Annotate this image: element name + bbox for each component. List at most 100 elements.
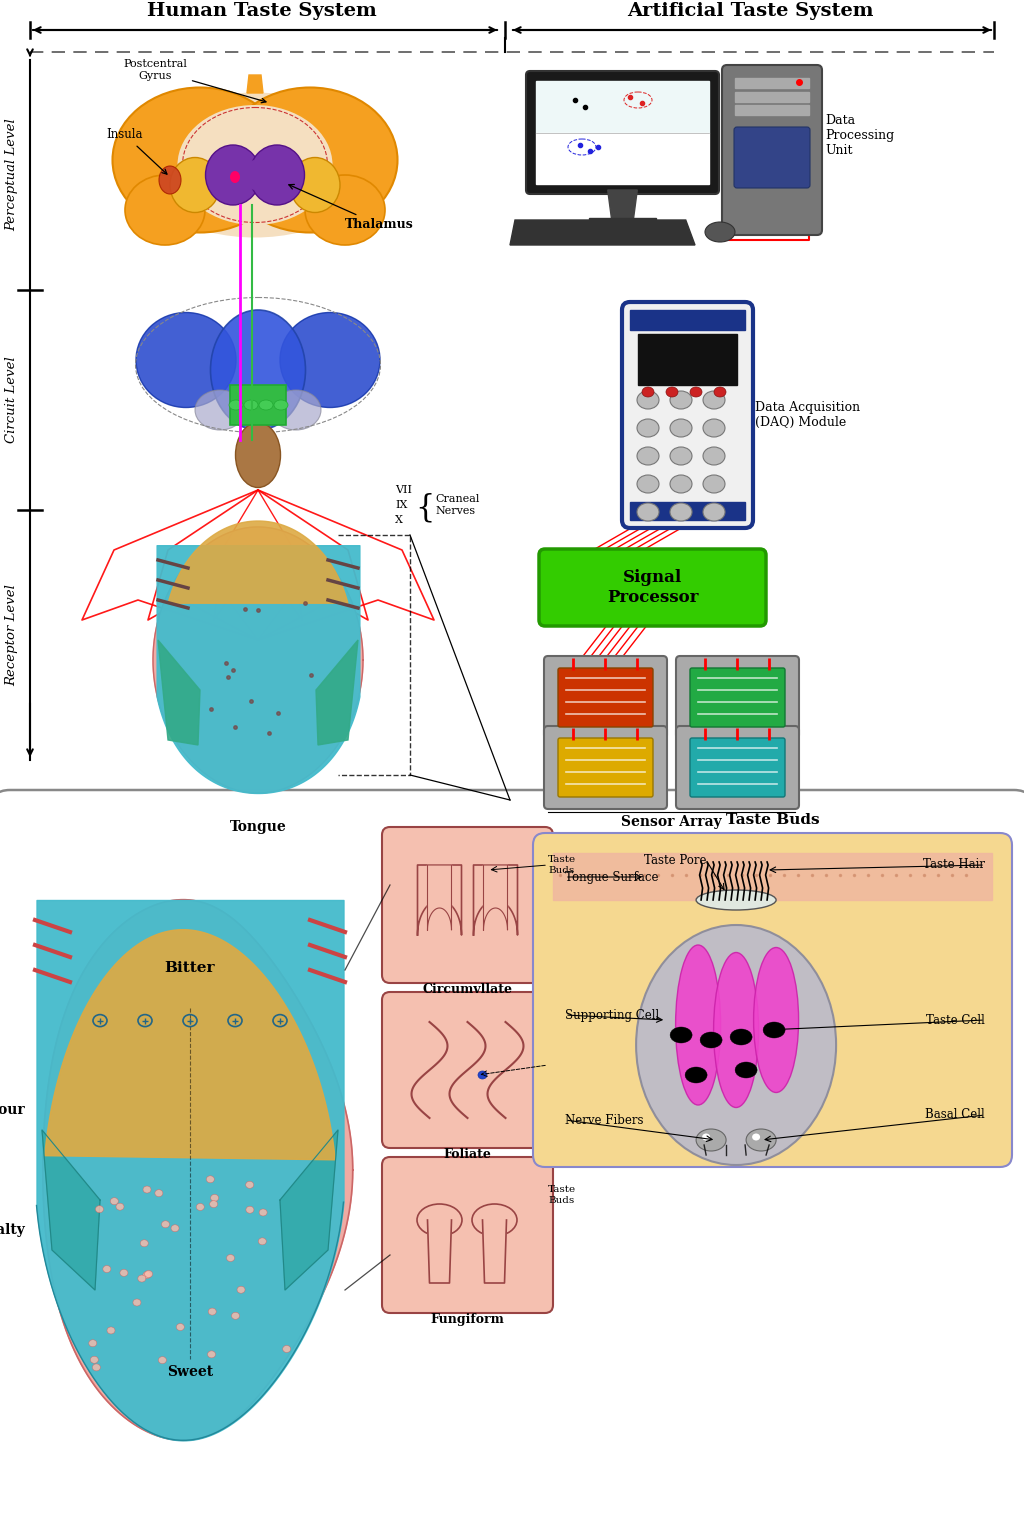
Ellipse shape xyxy=(140,1239,148,1247)
FancyBboxPatch shape xyxy=(558,738,653,797)
Ellipse shape xyxy=(231,1312,240,1320)
Ellipse shape xyxy=(259,400,273,411)
FancyBboxPatch shape xyxy=(676,656,799,739)
Ellipse shape xyxy=(685,1067,708,1083)
FancyBboxPatch shape xyxy=(382,992,553,1148)
Ellipse shape xyxy=(120,1270,128,1276)
Ellipse shape xyxy=(670,391,692,409)
Ellipse shape xyxy=(245,161,265,189)
Ellipse shape xyxy=(417,1204,462,1236)
Text: Foliate: Foliate xyxy=(443,1148,492,1160)
Ellipse shape xyxy=(92,1364,100,1371)
Polygon shape xyxy=(43,900,352,1441)
Ellipse shape xyxy=(237,1286,245,1294)
Ellipse shape xyxy=(159,167,181,194)
Text: Basal Cell: Basal Cell xyxy=(926,1109,985,1121)
Polygon shape xyxy=(316,639,358,745)
Polygon shape xyxy=(510,220,695,245)
Ellipse shape xyxy=(159,1356,166,1364)
FancyBboxPatch shape xyxy=(544,726,667,809)
Ellipse shape xyxy=(155,1189,163,1197)
Ellipse shape xyxy=(208,1307,216,1315)
FancyBboxPatch shape xyxy=(526,71,719,194)
Ellipse shape xyxy=(730,1029,752,1045)
Ellipse shape xyxy=(111,1198,119,1204)
Text: Taste
Buds: Taste Buds xyxy=(548,1185,577,1204)
Polygon shape xyxy=(735,105,809,115)
Polygon shape xyxy=(427,1220,452,1283)
Ellipse shape xyxy=(696,889,776,911)
FancyBboxPatch shape xyxy=(382,1157,553,1314)
Polygon shape xyxy=(247,76,263,92)
Ellipse shape xyxy=(90,1356,98,1364)
Ellipse shape xyxy=(637,447,659,465)
Ellipse shape xyxy=(670,420,692,436)
Text: Artificial Taste System: Artificial Taste System xyxy=(627,2,873,20)
Ellipse shape xyxy=(211,1194,218,1201)
Polygon shape xyxy=(482,1220,507,1283)
Ellipse shape xyxy=(258,1238,266,1245)
Ellipse shape xyxy=(271,389,321,430)
Ellipse shape xyxy=(206,145,260,205)
Ellipse shape xyxy=(102,1265,111,1273)
Text: {: { xyxy=(415,492,434,524)
Ellipse shape xyxy=(478,1071,487,1079)
Ellipse shape xyxy=(206,1176,214,1183)
Text: Tongue: Tongue xyxy=(229,820,287,833)
Ellipse shape xyxy=(283,1345,291,1353)
Polygon shape xyxy=(42,1130,100,1289)
Polygon shape xyxy=(630,311,745,330)
Ellipse shape xyxy=(208,1351,215,1357)
Ellipse shape xyxy=(195,389,245,430)
Ellipse shape xyxy=(703,503,725,521)
Ellipse shape xyxy=(143,1186,151,1192)
Ellipse shape xyxy=(222,88,397,232)
Text: IX: IX xyxy=(395,500,408,511)
Polygon shape xyxy=(553,853,992,900)
Ellipse shape xyxy=(113,88,288,232)
Ellipse shape xyxy=(143,1271,151,1279)
Ellipse shape xyxy=(170,158,220,212)
Ellipse shape xyxy=(714,386,726,397)
Ellipse shape xyxy=(135,92,375,238)
Text: Human Taste System: Human Taste System xyxy=(147,2,377,20)
FancyBboxPatch shape xyxy=(690,668,785,727)
Polygon shape xyxy=(638,333,737,385)
Polygon shape xyxy=(735,92,809,102)
Ellipse shape xyxy=(211,311,305,430)
Polygon shape xyxy=(483,865,508,930)
Ellipse shape xyxy=(280,312,380,408)
Text: Taste Hair: Taste Hair xyxy=(923,859,985,871)
Ellipse shape xyxy=(670,447,692,465)
Ellipse shape xyxy=(746,1129,776,1151)
Polygon shape xyxy=(280,1130,338,1289)
Text: Thalamus: Thalamus xyxy=(289,185,414,232)
Text: Craneal
Nerves: Craneal Nerves xyxy=(435,494,479,515)
FancyBboxPatch shape xyxy=(558,668,653,727)
Ellipse shape xyxy=(95,1206,103,1212)
Ellipse shape xyxy=(274,400,288,411)
Text: Taste
Buds: Taste Buds xyxy=(548,856,577,874)
Ellipse shape xyxy=(162,1221,170,1227)
Ellipse shape xyxy=(138,1276,145,1282)
Ellipse shape xyxy=(700,1032,722,1048)
Text: Fungiform: Fungiform xyxy=(430,1314,505,1326)
Ellipse shape xyxy=(472,1204,517,1236)
Ellipse shape xyxy=(670,476,692,492)
Polygon shape xyxy=(45,930,335,1160)
FancyBboxPatch shape xyxy=(622,301,753,529)
Polygon shape xyxy=(536,80,709,132)
Ellipse shape xyxy=(133,1298,141,1306)
Polygon shape xyxy=(473,865,517,935)
Ellipse shape xyxy=(714,953,759,1107)
Text: Nerve Fibers: Nerve Fibers xyxy=(565,1114,643,1127)
Text: Taste Pore: Taste Pore xyxy=(644,853,707,867)
Ellipse shape xyxy=(177,105,333,226)
Ellipse shape xyxy=(703,476,725,492)
Polygon shape xyxy=(607,189,637,218)
Ellipse shape xyxy=(670,1027,692,1042)
Text: Supporting Cell: Supporting Cell xyxy=(565,1009,659,1021)
Ellipse shape xyxy=(752,1133,760,1141)
Text: Sweet: Sweet xyxy=(167,1365,213,1380)
Ellipse shape xyxy=(176,1324,184,1330)
